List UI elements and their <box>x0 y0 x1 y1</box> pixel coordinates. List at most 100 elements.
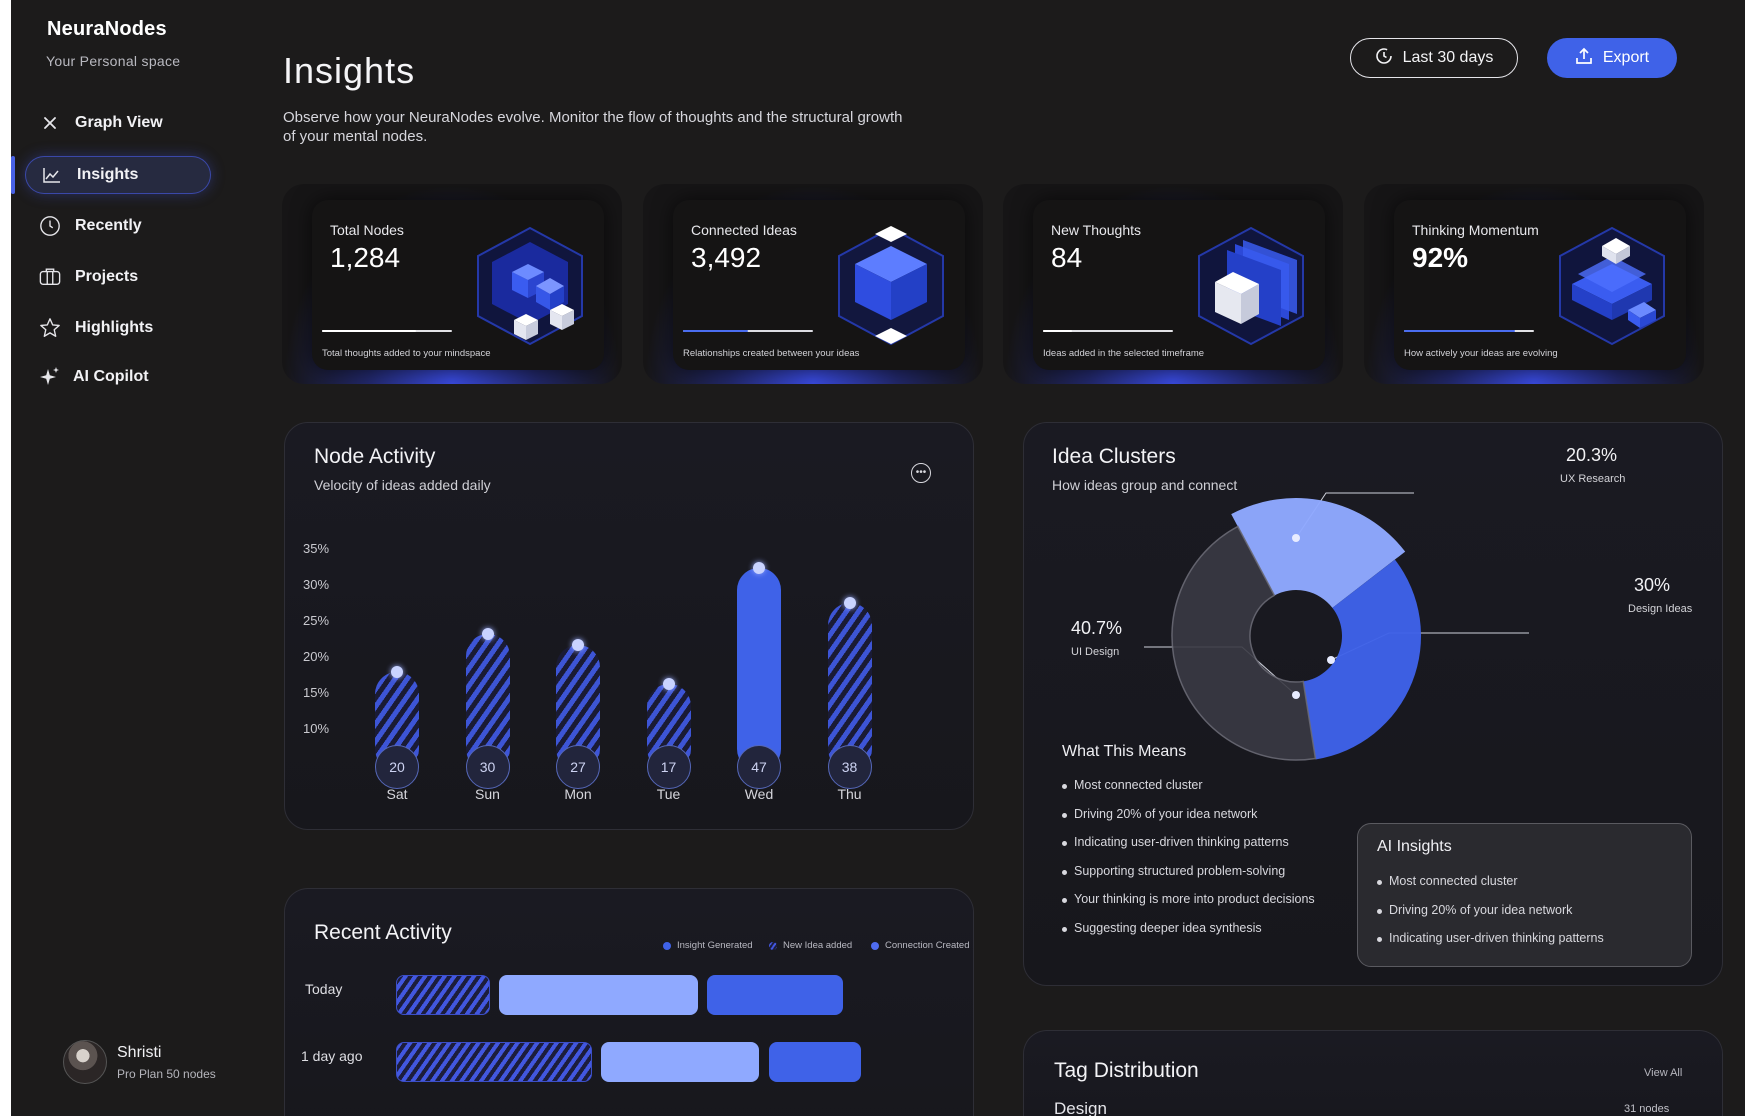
activity-bar-new-idea <box>396 1042 592 1082</box>
row-label: Today <box>305 981 343 997</box>
bar-top-marker <box>753 562 765 575</box>
legend-label: Connection Created <box>885 940 970 951</box>
stat-progress-bar <box>1404 330 1534 332</box>
legend-insight-generated: Insight Generated <box>663 940 753 951</box>
sidebar-item-highlights[interactable]: Highlights <box>25 309 219 347</box>
slice-label-design-ideas: Design Ideas <box>1628 603 1693 615</box>
stat-value: 84 <box>1051 242 1083 273</box>
stat-progress-fill <box>322 330 416 332</box>
sidebar-item-projects[interactable]: Projects <box>25 258 219 296</box>
idea-clusters-panel: Idea Clusters How ideas group and connec… <box>1023 422 1723 986</box>
list-item: Driving 20% of your idea network <box>1062 807 1315 821</box>
x-tick-label: Tue <box>656 786 681 802</box>
date-range-label: Last 30 days <box>1402 49 1494 66</box>
app-window: NeuraNodes Your Personal space Graph Vie… <box>11 0 1745 1116</box>
briefcase-icon <box>39 266 61 288</box>
list-item: Indicating user-driven thinking patterns <box>1377 931 1604 945</box>
sidebar-item-recently[interactable]: Recently <box>25 207 219 245</box>
list-item: Supporting structured problem-solving <box>1062 864 1315 878</box>
y-tick-label: 10% <box>303 721 330 736</box>
panel-subtitle: Velocity of ideas added daily <box>314 477 491 493</box>
stack-illustration <box>1552 224 1672 348</box>
slice-pct-ux-research: 20.3% <box>1566 445 1618 465</box>
list-item: Suggesting deeper idea synthesis <box>1062 921 1315 935</box>
more-options-icon[interactable]: ••• <box>911 463 931 483</box>
stat-footnote: Total thoughts added to your mindspace <box>322 348 491 359</box>
list-item: Driving 20% of your idea network <box>1377 903 1604 917</box>
bar-top-marker <box>391 666 403 678</box>
activity-bar-insight <box>707 975 843 1015</box>
avatar <box>63 1040 107 1084</box>
donut-slices <box>1171 498 1421 761</box>
stat-label: Thinking Momentum <box>1412 222 1539 238</box>
history-icon <box>1375 47 1393 70</box>
slice-pct-ui-design: 40.7% <box>1071 618 1123 638</box>
stat-footnote: Relationships created between your ideas <box>683 348 860 359</box>
stat-progress-fill <box>683 330 748 332</box>
bar-value-label: 47 <box>737 745 781 789</box>
ai-insights-title: AI Insights <box>1377 838 1452 855</box>
bar-wed[interactable] <box>737 568 781 771</box>
stat-value: 92% <box>1412 242 1469 273</box>
tag-name: Design <box>1054 1099 1107 1116</box>
marker-ux-research <box>1292 534 1300 542</box>
sidebar-item-label: Highlights <box>75 319 154 336</box>
list-item: Most connected cluster <box>1377 874 1604 888</box>
panel-title: Idea Clusters <box>1052 445 1176 468</box>
export-button[interactable]: Export <box>1547 38 1677 78</box>
sidebar-item-insights[interactable]: Insights <box>25 156 211 194</box>
donut-chart <box>1144 492 1529 761</box>
activity-bar-connection <box>499 975 698 1015</box>
activity-bar-new-idea <box>396 975 490 1015</box>
panel-title: Node Activity <box>314 445 436 468</box>
page-title: Insights <box>283 50 416 91</box>
sidebar-item-graph-view[interactable]: Graph View <box>25 104 219 142</box>
slice-pct-design-ideas: 30% <box>1634 575 1671 595</box>
date-range-button[interactable]: Last 30 days <box>1350 38 1518 78</box>
bar-value-label: 17 <box>646 745 691 789</box>
marker-ui-design <box>1292 691 1300 699</box>
stat-card-inner: Total Nodes 1,284 Total thoughts added t… <box>312 200 604 370</box>
x-tick-label: Thu <box>837 786 862 802</box>
sidebar-item-ai-copilot[interactable]: AI Copilot <box>25 358 219 396</box>
ai-insights-card: AI Insights Most connected cluster Drivi… <box>1357 823 1692 967</box>
slice-design-ideas[interactable] <box>1303 559 1421 760</box>
bar-value-label: 30 <box>465 745 510 789</box>
brand-subtitle: Your Personal space <box>46 53 181 69</box>
legend-new-idea-added: New Idea added <box>769 940 852 951</box>
bar-thu[interactable] <box>827 602 872 771</box>
y-tick-label: 15% <box>303 685 330 700</box>
sidebar-item-label: Projects <box>75 268 139 285</box>
stat-card-new-thoughts: New Thoughts 84 Ideas added in the selec… <box>1003 184 1343 384</box>
list-item: Most connected cluster <box>1062 778 1315 792</box>
stat-progress-fill <box>1043 330 1072 332</box>
marker-design-ideas <box>1327 656 1335 664</box>
upload-icon <box>1575 47 1593 70</box>
clock-icon <box>39 215 61 237</box>
stat-card-connected-ideas: Connected Ideas 3,492 Relationships crea… <box>643 184 983 384</box>
y-tick-label: 35% <box>303 541 330 556</box>
stat-footnote: How actively your ideas are evolving <box>1404 348 1558 359</box>
stat-label: Connected Ideas <box>691 222 797 238</box>
star-icon <box>39 317 61 339</box>
sparkle-icon <box>39 366 61 388</box>
page-description: Observe how your NeuraNodes evolve. Moni… <box>283 109 903 145</box>
stat-progress-bar <box>1043 330 1173 332</box>
legend-label: New Idea added <box>783 940 853 951</box>
view-all-link[interactable]: View All <box>1644 1067 1683 1079</box>
stat-label: New Thoughts <box>1051 222 1142 238</box>
bar-top-marker <box>843 596 856 609</box>
close-icon <box>39 112 61 134</box>
y-tick-label: 30% <box>303 577 330 592</box>
cubes-illustration <box>470 224 590 348</box>
slice-ux-research[interactable] <box>1231 498 1406 608</box>
slice-ui-design[interactable] <box>1171 525 1317 761</box>
sidebar-item-label: Graph View <box>75 114 163 131</box>
slice-label-ux-research: UX Research <box>1560 473 1626 485</box>
y-tick-label: 20% <box>303 649 330 664</box>
row-label: 1 day ago <box>301 1048 363 1064</box>
x-tick-label: Mon <box>564 786 592 802</box>
stat-progress-bar <box>322 330 452 332</box>
user-profile[interactable]: Shristi Pro Plan 50 nodes <box>63 1040 216 1084</box>
y-tick-label: 25% <box>303 613 330 628</box>
